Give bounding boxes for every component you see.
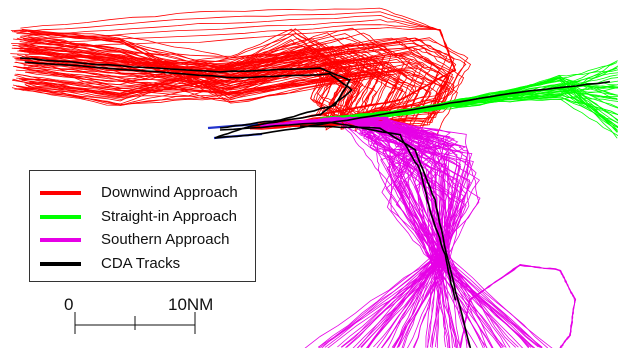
southern-track-line (259, 117, 511, 348)
cda-track-line (24, 61, 353, 139)
downwind-track-line (28, 47, 352, 128)
cda-track-line (214, 80, 611, 139)
downwind-approach-tracks (10, 7, 472, 138)
scale-end-label: 10NM (168, 295, 214, 314)
cda-tracks (20, 57, 611, 348)
downwind-track-line (23, 37, 448, 129)
legend-swatch-southern (40, 238, 81, 242)
cda-track-line (20, 57, 351, 129)
scale-bar: 0 10NM (60, 296, 220, 344)
legend-swatch-straight-in (40, 215, 81, 219)
cda-track-line (219, 121, 457, 301)
legend-item-downwind: Downwind Approach (30, 183, 255, 203)
legend-label-cda: CDA Tracks (101, 255, 181, 272)
legend-label-southern: Southern Approach (101, 231, 230, 248)
downwind-track-line (20, 37, 353, 129)
southern-track-line (259, 117, 459, 348)
map-legend: Downwind Approach Straight-in Approach S… (29, 170, 256, 282)
legend-item-cda: CDA Tracks (30, 254, 255, 274)
southern-approach-tracks (259, 116, 577, 348)
cda-track-line (299, 125, 472, 348)
southern-track-line (459, 264, 576, 348)
southern-track-line (259, 117, 440, 348)
legend-label-straight-in: Straight-in Approach (101, 208, 237, 225)
legend-item-straight-in: Straight-in Approach (30, 207, 255, 227)
legend-label-downwind: Downwind Approach (101, 184, 238, 201)
scale-bar-line (74, 312, 196, 334)
southern-track-line (260, 117, 459, 348)
legend-swatch-downwind (40, 191, 81, 195)
downwind-track-line (20, 27, 457, 119)
scale-start-label: 0 (64, 295, 74, 314)
legend-swatch-cda (40, 262, 81, 266)
southern-track-line (259, 117, 516, 348)
southern-track-line (259, 117, 434, 348)
southern-track-line (259, 118, 502, 348)
legend-item-southern: Southern Approach (30, 230, 255, 250)
southern-track-line (259, 117, 530, 348)
